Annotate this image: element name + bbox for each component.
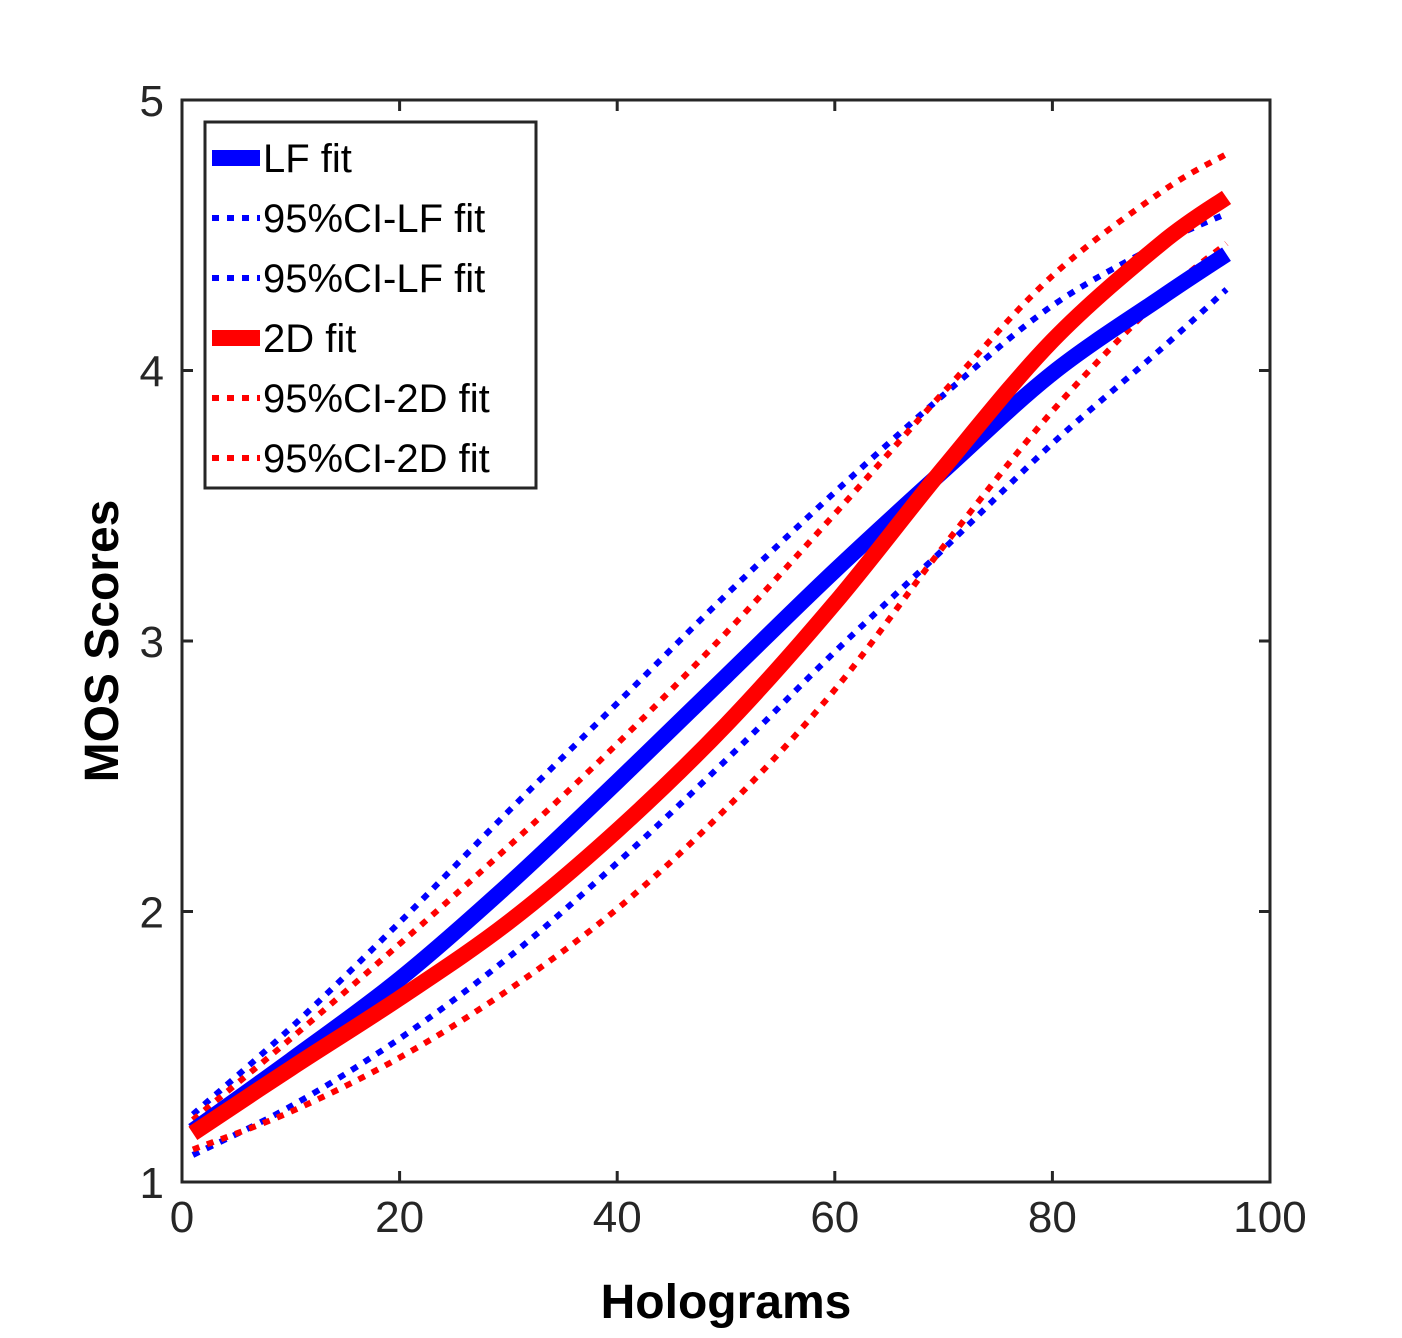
legend: LF fit 95%CI-LF fit 95%CI-LF fit 2D fit 95%C… <box>203 120 538 490</box>
x-tick-label: 40 <box>593 1193 642 1242</box>
x-tick-label: 60 <box>810 1193 859 1242</box>
legend-label-5: 95%CI-2D fit <box>263 377 490 421</box>
legend-label-3: 95%CI-LF fit <box>263 257 485 301</box>
series-layer <box>188 151 1232 1158</box>
y-axis-title: MOS Scores <box>76 500 129 783</box>
x-tick-label: 0 <box>170 1193 194 1242</box>
x-tick-label: 100 <box>1233 1193 1306 1242</box>
x-tick-label: 20 <box>375 1193 424 1242</box>
tick-layer: 0 20 40 60 80 100 1 2 3 4 5 <box>140 77 1307 1242</box>
y-tick-label: 3 <box>140 618 164 667</box>
legend-label-2: 95%CI-LF fit <box>263 197 485 241</box>
series-line-1 <box>188 247 1231 1138</box>
legend-label-1: LF fit <box>263 137 352 181</box>
x-tick-label: 80 <box>1028 1193 1077 1242</box>
legend-label-6: 95%CI-2D fit <box>263 437 490 481</box>
series-line-4 <box>188 190 1232 1140</box>
y-tick-label: 5 <box>140 77 164 126</box>
y-tick-label: 4 <box>140 348 164 397</box>
legend-label-4: 2D fit <box>263 317 356 361</box>
x-axis-title: Holograms <box>601 1276 852 1329</box>
series-line-6 <box>191 241 1229 1153</box>
series-line-3 <box>191 287 1229 1158</box>
y-tick-label: 2 <box>140 889 164 938</box>
y-tick-label: 1 <box>140 1159 164 1208</box>
legend-box <box>203 120 538 490</box>
series-line-5 <box>190 151 1229 1123</box>
series-line-2 <box>190 210 1228 1117</box>
